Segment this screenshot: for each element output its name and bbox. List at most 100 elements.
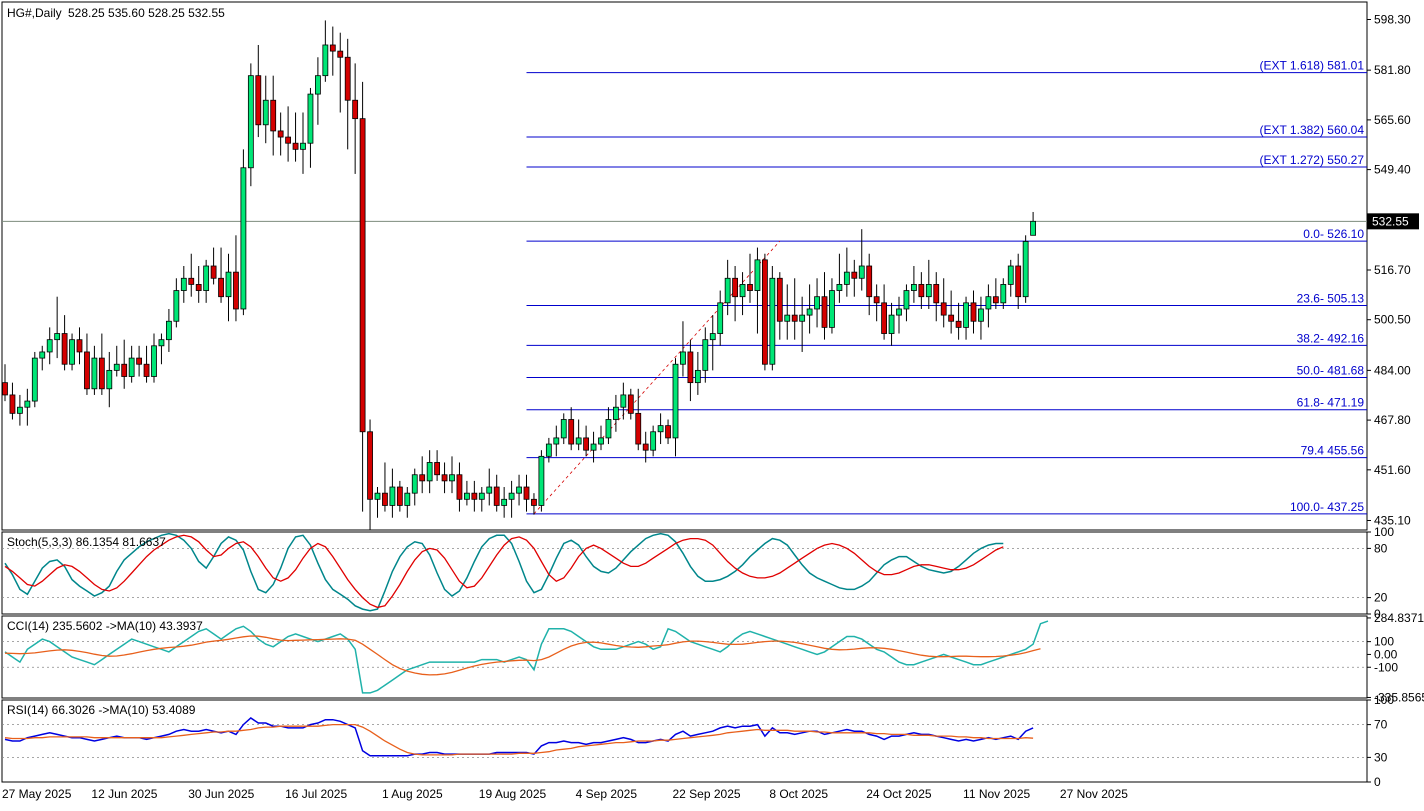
indicator-axis-label: 100 [1374, 525, 1394, 539]
candle-bull [203, 265, 210, 291]
candle-bull [240, 167, 247, 310]
x-axis-label: 27 May 2025 [2, 787, 72, 801]
fib-trend-line [533, 240, 781, 515]
last-price-label: 532.55 [1372, 214, 1409, 228]
candle-bear [292, 142, 299, 150]
candle-bear [583, 437, 589, 451]
price-axis-label: 467.80 [1374, 413, 1411, 427]
candle-bull [404, 492, 411, 506]
pane-frame-0 [1, 1, 1368, 531]
candle-bull [702, 339, 709, 371]
indicator-axis-label: 0 [1374, 607, 1381, 621]
indicator-title: RSI(14) 66.3026 ->MA(10) 53.4089 [7, 703, 196, 717]
candle-bull [426, 462, 433, 482]
candle-bear [948, 314, 955, 322]
candle-bear [136, 357, 143, 365]
fib-level-label: 61.8- 471.19 [1297, 396, 1365, 410]
candle-bear [531, 498, 537, 506]
candle-bear [523, 486, 530, 500]
candle-bear [747, 284, 753, 291]
pane-frame-1 [1, 531, 1368, 615]
price-axis-label: 435.10 [1374, 513, 1411, 527]
candle-bull [888, 314, 895, 334]
candle-bull [903, 290, 910, 310]
indicator-axis-label: 30 [1374, 750, 1388, 764]
price-axis-label: 565.60 [1374, 113, 1411, 127]
indicator-axis-label: -335.8565 [1374, 690, 1424, 704]
candle-bear [776, 277, 783, 322]
candle-bear [762, 259, 768, 365]
fib-level-label: 79.4 455.56 [1301, 444, 1365, 458]
x-axis-label: 1 Aug 2025 [382, 787, 443, 801]
candle-bull [843, 271, 850, 285]
x-axis-label: 27 Nov 2025 [1060, 787, 1128, 801]
candle-bear [277, 130, 284, 138]
candle-bull [694, 369, 701, 384]
candle-bear [456, 474, 463, 500]
candle-bull [754, 259, 761, 291]
price-axis-label: 500.50 [1374, 313, 1411, 327]
candle-bull [113, 363, 120, 371]
candle-bull [46, 339, 53, 353]
candle-bear [642, 443, 649, 451]
indicator-series-rsi-1 [4, 723, 1034, 756]
candle-bear [396, 486, 403, 506]
candle-bull [709, 333, 716, 341]
candle-bull [560, 419, 567, 439]
candle-bear [933, 284, 940, 304]
indicator-axis-label: 284.8371 [1374, 611, 1424, 625]
indicator-axis-label: 80 [1374, 541, 1388, 555]
fib-level-label: (EXT 1.272) 550.27 [1259, 153, 1364, 167]
candle-bear [84, 351, 90, 390]
candle-bull [374, 492, 381, 500]
candle-bear [233, 271, 239, 310]
indicator-axis-label: 100 [1374, 635, 1394, 649]
candle-bull [322, 44, 329, 77]
candle-bear [627, 394, 634, 414]
candle-bull [963, 302, 969, 328]
candle-bull [314, 75, 321, 95]
x-axis-label: 11 Nov 2025 [963, 787, 1030, 801]
fib-level-label: 0.0- 526.10 [1303, 227, 1364, 241]
price-axis-label: 484.00 [1374, 363, 1411, 377]
candle-bull [717, 302, 724, 334]
candle-bear [329, 44, 336, 52]
candle-bull [650, 431, 657, 451]
candle-bull [247, 75, 254, 169]
candle-bear [419, 474, 426, 482]
candle-bull [1022, 241, 1029, 298]
x-axis-label: 16 Jul 2025 [285, 787, 347, 801]
ohlc-label: 528.25 535.60 528.25 532.55 [68, 6, 225, 20]
candle-bull [836, 284, 843, 291]
indicator-series-stoch-0 [4, 532, 1004, 612]
last-price-box [1367, 213, 1419, 230]
candle-bull [978, 308, 984, 322]
candle-bull [69, 339, 75, 365]
fib-level-label: 38.2- 492.16 [1297, 331, 1365, 345]
candle-bull [39, 351, 46, 359]
candle-bull [486, 486, 493, 494]
fib-level-label: 23.6- 505.13 [1297, 292, 1365, 306]
candle-bull [784, 314, 791, 322]
candle-bear [821, 296, 828, 328]
candle-bear [955, 320, 962, 328]
candle-bear [992, 296, 999, 304]
candle-bear [434, 462, 441, 476]
candle-bull [1007, 265, 1014, 285]
candle-bull [799, 314, 806, 322]
candle-bear [255, 75, 262, 126]
candle-bull [724, 277, 731, 304]
symbol-label: HG#,Daily [7, 6, 62, 20]
candle-bear [382, 492, 388, 506]
price-axis-label: 581.80 [1374, 63, 1411, 77]
candle-bull [590, 443, 597, 451]
x-axis-label: 24 Oct 2025 [866, 787, 932, 801]
indicator-axis-label: 20 [1374, 591, 1388, 605]
candle-bear [210, 265, 217, 279]
candle-bear [195, 284, 202, 291]
candle-bear [270, 99, 277, 132]
indicator-axis-label: 0.00 [1374, 647, 1398, 661]
candle-bear [285, 136, 292, 144]
candle-bull [24, 400, 31, 408]
indicator-axis-label: 0 [1374, 775, 1381, 789]
